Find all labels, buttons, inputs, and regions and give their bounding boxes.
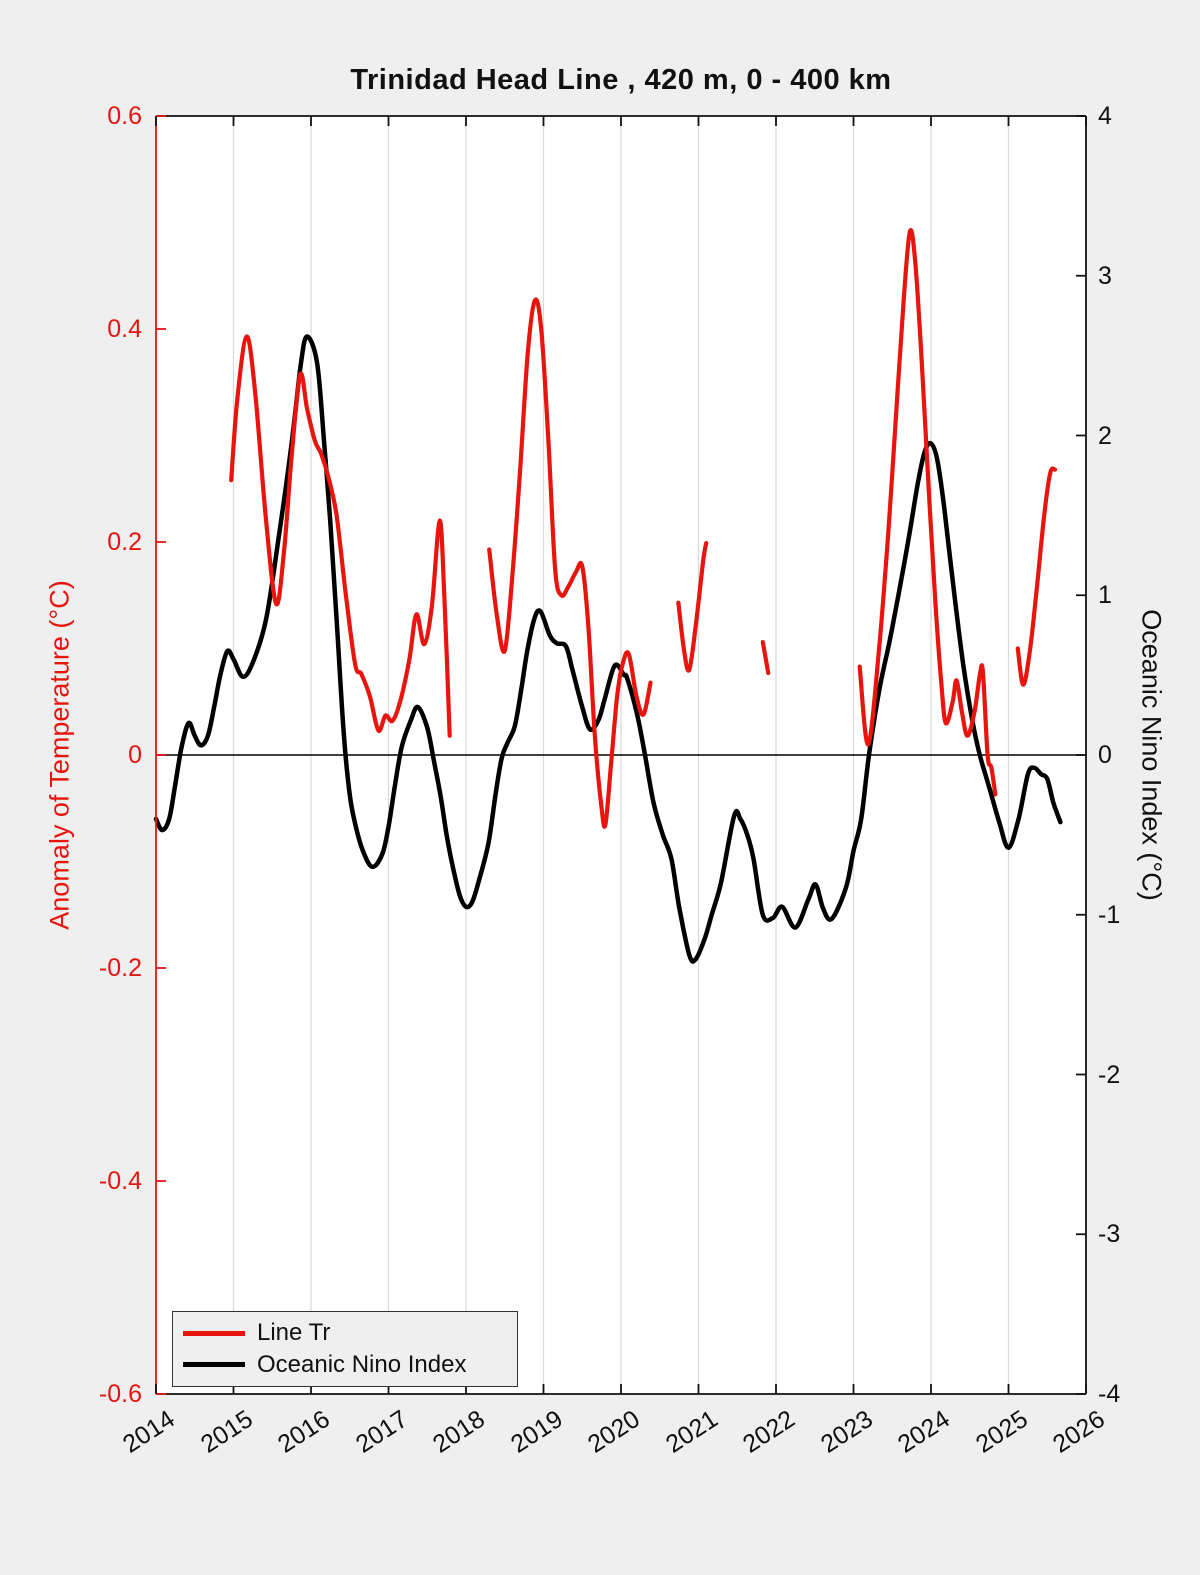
legend-box: Line Tr Oceanic Nino Index — [172, 1311, 518, 1387]
y-right-tick-label: 3 — [1098, 261, 1112, 290]
line-tr-series-segment — [760, 640, 771, 676]
oni-series-segment — [153, 334, 1063, 964]
line-tr-series-segment — [1015, 466, 1058, 687]
line-tr-series-segment — [229, 334, 452, 738]
legend-label-oni: Oceanic Nino Index — [257, 1350, 467, 1378]
y-right-tick-label: -4 — [1098, 1380, 1121, 1408]
y-left-tick-label: 0.6 — [107, 102, 142, 130]
y-right-tick-label: 0 — [1098, 741, 1112, 769]
y-right-tick-label: 2 — [1098, 421, 1112, 450]
series-lines — [153, 227, 1063, 964]
y-left-tick-label: -0.6 — [98, 1380, 142, 1408]
axis-tick-marks — [155, 115, 1087, 1395]
chart-title: Trinidad Head Line , 420 m, 0 - 400 km — [350, 64, 892, 96]
line-tr-swatch — [183, 1330, 245, 1336]
y-left-tick-label: 0.4 — [107, 315, 142, 343]
y-right-tick-label: 1 — [1098, 581, 1112, 610]
legend-entry-line-tr: Line Tr — [183, 1319, 507, 1347]
line-tr-series-segment — [676, 541, 709, 673]
y-right-tick-label: 4 — [1098, 102, 1112, 130]
legend-entry-oni: Oceanic Nino Index — [183, 1351, 507, 1379]
y-left-tick-label: -0.2 — [98, 954, 142, 982]
y-right-tick-label: -2 — [1098, 1060, 1121, 1089]
legend-label-line-tr: Line Tr — [257, 1319, 331, 1347]
line-tr-series-segment — [487, 297, 653, 829]
y-left-tick-label: -0.4 — [98, 1167, 142, 1195]
y-left-tick-label: 0.2 — [107, 528, 142, 556]
oni-swatch — [183, 1362, 245, 1368]
y-right-tick-label: -1 — [1098, 900, 1121, 929]
y-left-tick-label: 0 — [128, 741, 142, 769]
line-tr-series-segment — [857, 227, 998, 797]
y-right-tick-label: -3 — [1098, 1220, 1121, 1249]
